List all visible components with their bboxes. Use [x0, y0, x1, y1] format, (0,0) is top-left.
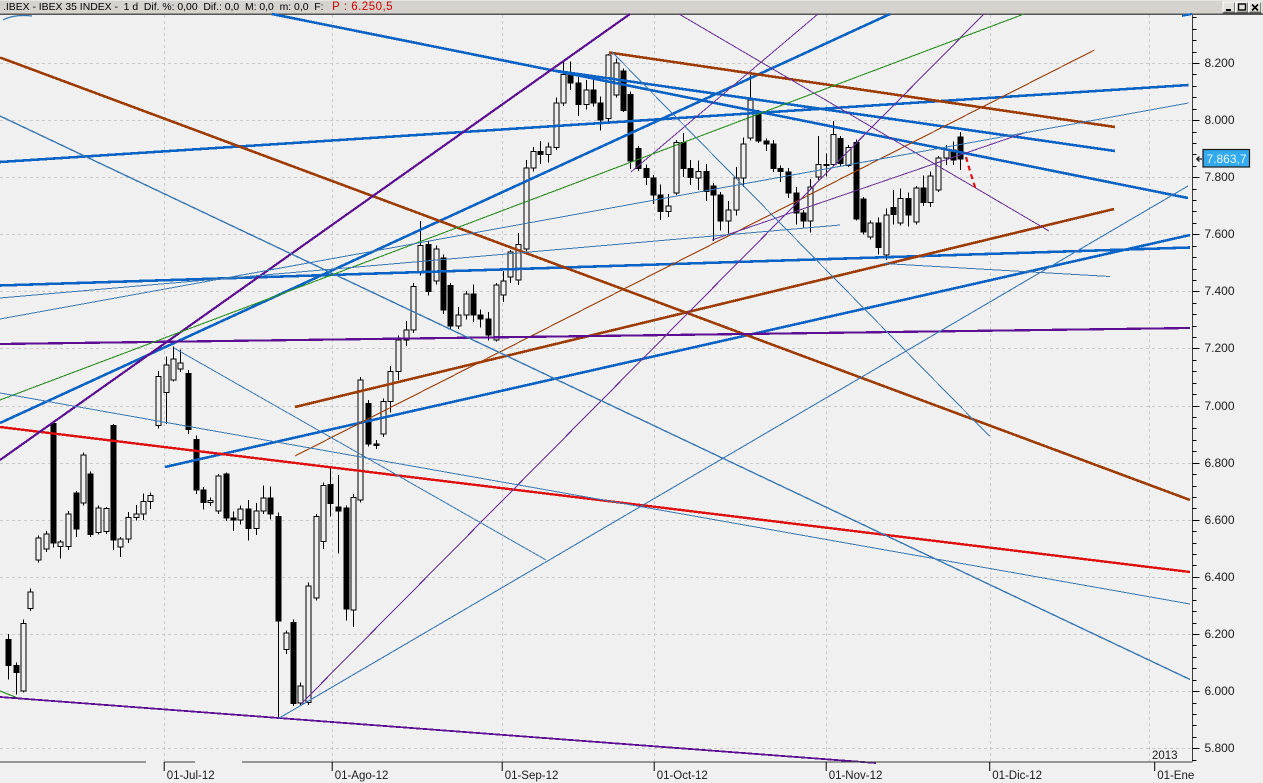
svg-text:6.400: 6.400 [1205, 570, 1235, 584]
svg-text:7.600: 7.600 [1205, 227, 1235, 241]
svg-text:7.800: 7.800 [1205, 170, 1235, 184]
svg-text:8.200: 8.200 [1205, 56, 1235, 70]
svg-text:01-Sep-12: 01-Sep-12 [505, 770, 559, 782]
svg-text:7.000: 7.000 [1205, 399, 1235, 413]
svg-text:01-Oct-12: 01-Oct-12 [657, 770, 708, 782]
svg-text:6.200: 6.200 [1205, 627, 1235, 641]
svg-text:6.600: 6.600 [1205, 513, 1235, 527]
svg-text:.IBEX - IBEX 35 INDEX - 1 d: .IBEX - IBEX 35 INDEX - 1 d Dif. %: 0,00… [3, 1, 393, 13]
svg-text:7.863,7: 7.863,7 [1207, 152, 1247, 166]
svg-text:6.000: 6.000 [1205, 684, 1235, 698]
svg-text:01-Jul-12: 01-Jul-12 [167, 770, 215, 782]
svg-text:01-Ene: 01-Ene [1157, 770, 1194, 782]
svg-text:6.800: 6.800 [1205, 456, 1235, 470]
svg-text:7.200: 7.200 [1205, 341, 1235, 355]
svg-text:8.000: 8.000 [1205, 113, 1235, 127]
svg-text:7.400: 7.400 [1205, 284, 1235, 298]
svg-text:01-Dic-12: 01-Dic-12 [992, 770, 1042, 782]
svg-text:01-Ago-12: 01-Ago-12 [335, 770, 389, 782]
svg-text:2013: 2013 [1152, 750, 1178, 762]
svg-text:01-Nov-12: 01-Nov-12 [829, 770, 883, 782]
svg-text:5.800: 5.800 [1205, 741, 1235, 755]
